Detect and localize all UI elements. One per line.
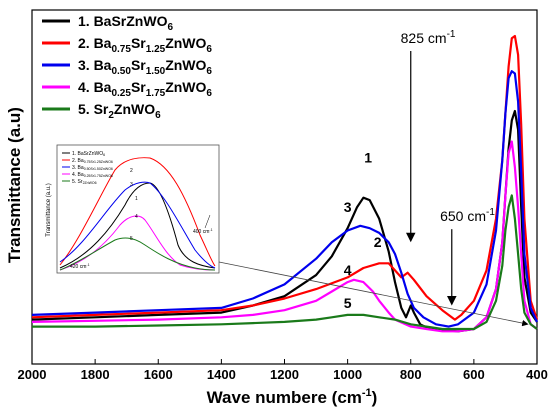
series-line-s3 — [31, 70, 539, 328]
inset-legend-label-2: 2. Ba0.75Sr1.25ZnWO6 — [72, 158, 113, 164]
inset-curve-label-3: 3 — [130, 182, 133, 188]
x-axis-ticks: 2000 1800 1600 1400 1200 1000 800 600 400 — [18, 359, 548, 382]
inset-annotations: 1 2 3 4 5 400 cm-1 420 cm-1 — [70, 168, 213, 270]
x-tick-label: 1400 — [207, 367, 236, 382]
peak-label-3: 2 — [374, 234, 382, 250]
series-line-s5 — [32, 194, 538, 331]
peak-label-1: 1 — [364, 150, 372, 166]
legend-label-s3: 3. Ba0.50Sr1.50ZnWO6 — [78, 57, 212, 77]
annotation-0: 825 cm-1 — [401, 29, 456, 46]
series-line-s2 — [31, 34, 539, 321]
inset-curve-label-2: 2 — [130, 168, 133, 174]
inset-curve-3 — [59, 181, 216, 269]
inset-frame — [56, 144, 220, 274]
series-layer — [31, 34, 539, 333]
series-line-s1 — [31, 109, 538, 333]
inset-legend-label-5: 5. Sr2ZnWO6 — [72, 179, 97, 185]
x-tick-label: 400 — [526, 367, 548, 382]
x-tick-label: 1600 — [144, 367, 173, 382]
legend-label-s5: 5. Sr2ZnWO6 — [78, 101, 161, 121]
inset-curve-label-4: 4 — [135, 214, 138, 220]
x-tick-label: 1200 — [270, 367, 299, 382]
x-tick-label: 600 — [463, 367, 485, 382]
inset-legend-label-3: 3. Ba0.50Sr1.50ZnWO6 — [72, 165, 113, 171]
inset-curves — [59, 157, 216, 271]
series-line-s4 — [31, 140, 538, 333]
legend-label-s1: 1. BaSrZnWO6 — [78, 13, 173, 33]
annotation-1: 650 cm-1 — [440, 207, 495, 224]
x-tick-label: 1000 — [333, 367, 362, 382]
inset-annotation-420: 420 cm-1 — [70, 263, 90, 270]
inset-curve-label-1: 1 — [135, 196, 138, 202]
inset-curve-4 — [59, 215, 216, 271]
peak-label-4: 4 — [344, 262, 352, 278]
peak-label-5: 5 — [344, 295, 352, 311]
legend-label-s4: 4. Ba0.25Sr1.75ZnWO6 — [78, 79, 212, 99]
peak-label-2: 3 — [344, 199, 352, 215]
y-axis-title: Transmittance (a.u) — [5, 107, 24, 263]
inset-legend-label-1: 1. BaSrZnWO6 — [72, 151, 105, 157]
inset-curve-label-5: 5 — [130, 236, 133, 242]
x-tick-label: 1800 — [81, 367, 110, 382]
inset-connector-line — [218, 261, 529, 327]
inset-curve-5 — [59, 237, 216, 271]
x-tick-label: 2000 — [18, 367, 47, 382]
inset-annotation-arrow — [204, 214, 211, 229]
inset-annotation-400: 400 cm-1 — [193, 228, 213, 235]
x-axis-title: Wave numbere (cm-1) — [207, 387, 378, 407]
inset-y-axis-title: Transmittance (a.u.) — [46, 183, 52, 236]
inset-curve-2 — [59, 157, 216, 267]
x-tick-label: 800 — [400, 367, 422, 382]
legend-label-s2: 2. Ba0.75Sr1.25ZnWO6 — [78, 35, 212, 55]
annotations: 825 cm-1 650 cm-1 — [401, 29, 495, 306]
inset-legend-label-4: 4. Ba0.25Sr1.75ZnWO6 — [72, 172, 113, 178]
peak-labels: 1 3 2 4 5 — [344, 150, 382, 311]
